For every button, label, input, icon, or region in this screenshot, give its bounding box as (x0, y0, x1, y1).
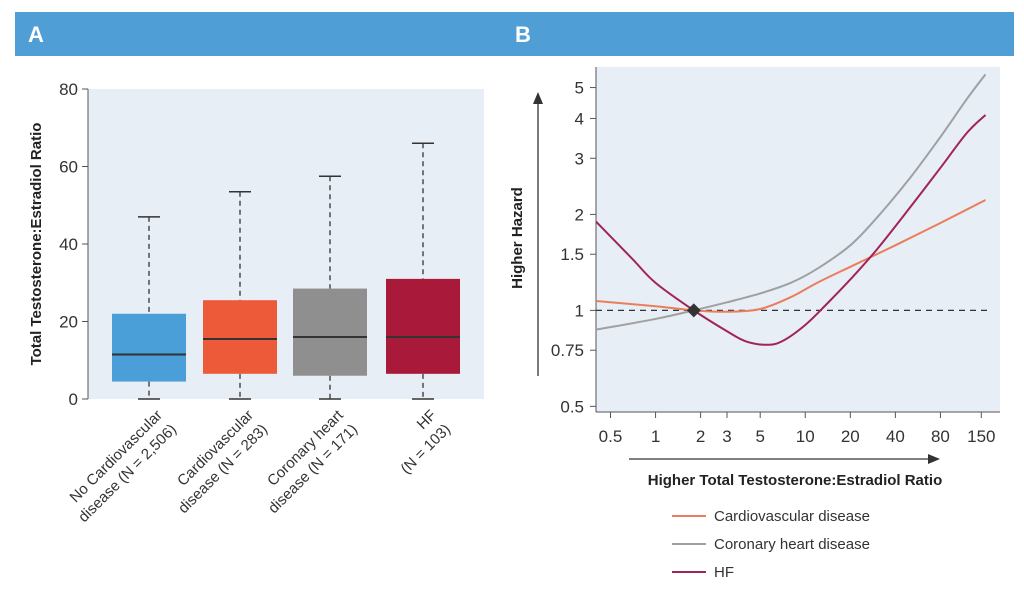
panel-b-x-tick-label: 0.5 (599, 427, 623, 446)
box-3 (293, 175, 367, 400)
panel-a-y-tick-label: 80 (59, 80, 78, 99)
panel-a-y-tick-label: 0 (69, 390, 78, 409)
panel-a-y-tick-label: 20 (59, 313, 78, 332)
panel-b-y-tick-label: 0.5 (560, 397, 584, 416)
category-label: Coronary heartdisease (N = 171) (251, 406, 362, 517)
legend-label: Coronary heart disease (714, 536, 870, 553)
panel-b-y-tick-label: 1 (575, 301, 584, 320)
panel-b-y-tick-label: 1.5 (560, 245, 584, 264)
panel-b-x-tick-label: 150 (967, 427, 995, 446)
panel-b-y-axis-label: Higher Hazard (509, 187, 526, 289)
panel-a-label: A (28, 22, 44, 47)
reference-point-marker (686, 303, 701, 318)
box-iqr (386, 278, 460, 374)
panel-b-x-tick-label: 80 (931, 427, 950, 446)
panel-b-y-tick-label: 0.75 (551, 341, 584, 360)
panel-b-x-tick-label: 10 (796, 427, 815, 446)
panel-a-y-tick-label: 60 (59, 158, 78, 177)
category-label: No Cardiovasculardisease (N = 2,506) (61, 407, 180, 526)
panel-b-plot-area (596, 67, 1000, 412)
box-4 (386, 142, 460, 400)
panel-b-x-tick-label: 3 (722, 427, 731, 446)
panel-b-label: B (515, 22, 531, 47)
panel-b-x-tick-label: 20 (841, 427, 860, 446)
panel-b-y-tick-label: 5 (575, 79, 584, 98)
legend-label: Cardiovascular disease (714, 508, 870, 525)
panel-a-y-axis-label: Total Testosterone:Estradiol Ratio (28, 123, 45, 366)
box-iqr (112, 313, 186, 382)
box-1 (112, 216, 186, 400)
panel-b-x-tick-label: 5 (755, 427, 764, 446)
panel-b-y-tick-label: 4 (575, 109, 584, 128)
panel-b-x-tick-label: 40 (886, 427, 905, 446)
series-line-3 (596, 114, 987, 346)
header-bar (15, 12, 1014, 56)
category-label: HF(N = 103) (383, 407, 454, 478)
box-2 (203, 190, 277, 400)
category-label: Cardiovasculardisease (N = 283) (161, 407, 271, 517)
panel-b-y-tick-label: 3 (575, 149, 584, 168)
panel-b-y-tick-label: 2 (575, 205, 584, 224)
box-iqr (293, 288, 367, 376)
panel-b-x-tick-label: 1 (651, 427, 660, 446)
x-arrow-head (928, 454, 940, 464)
legend-label: HF (714, 564, 734, 581)
box-iqr (203, 300, 277, 374)
panel-a-y-tick-label: 40 (59, 235, 78, 254)
panel-b-x-tick-label: 2 (696, 427, 705, 446)
series-line-1 (596, 199, 986, 313)
panel-b-x-axis-label: Higher Total Testosterone:Estradiol Rati… (648, 472, 942, 489)
y-arrow-head (533, 92, 543, 104)
